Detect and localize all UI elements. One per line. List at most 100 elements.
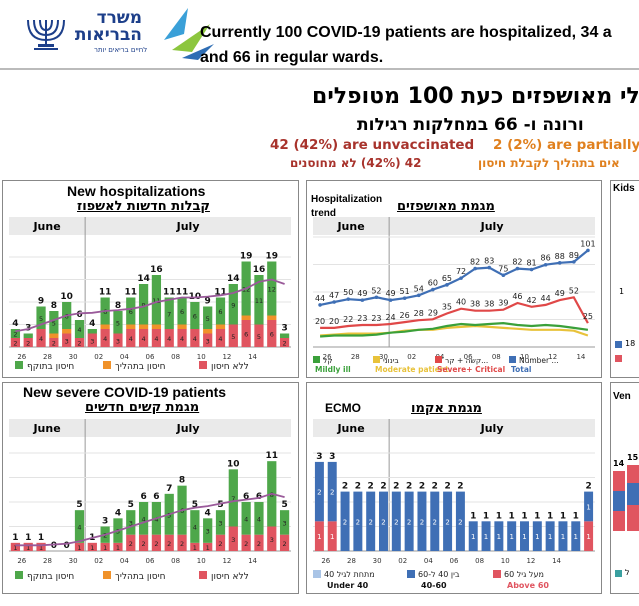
total-point	[572, 260, 576, 264]
bar-segment-value: 4	[154, 335, 158, 343]
total-value-label: 60	[428, 279, 438, 288]
bar-segment-value: 2	[407, 518, 411, 526]
bar-total-label: 8	[115, 301, 121, 311]
bar-segment-value: 3	[129, 519, 133, 527]
unvaccinated-hebrew: 42 (42%) לא מחוסנים	[290, 156, 422, 170]
bar-segment-value: 7	[231, 495, 235, 503]
headline-line-1: Currently 100 COVID-19 patients are hosp…	[200, 24, 612, 41]
total-value-label: 101	[580, 239, 595, 248]
bar-segment-value: 2	[445, 518, 449, 526]
x-tick-label: 02	[398, 557, 407, 565]
legend-swatch	[435, 356, 442, 363]
bar-total-label: 5	[76, 500, 82, 510]
bar-total-label: 6	[153, 492, 159, 502]
bar-segment-value: 1	[548, 533, 552, 541]
bar-segment-value: 3	[206, 337, 210, 345]
bar-segment	[138, 324, 149, 329]
bar-segment	[455, 491, 465, 551]
ventilation-bar-2b	[627, 483, 639, 505]
bar-segment	[87, 329, 97, 334]
legend-label: מעל גיל 60	[504, 570, 544, 579]
x-tick-label: 26	[17, 353, 26, 361]
bar-segment-value: 5	[116, 319, 120, 327]
bar-segment-value: 2	[180, 540, 184, 548]
bar-total-label: 2	[355, 482, 361, 492]
bar-segment	[443, 491, 453, 551]
legend-label: חיסון בתהליך	[115, 362, 166, 372]
bar-segment-value: 1	[13, 544, 17, 552]
bar-segment	[113, 542, 123, 551]
bar-segment-value: 1	[193, 544, 197, 552]
bar-segment	[100, 542, 110, 551]
bar-total-label: 11	[176, 288, 189, 298]
bar-segment	[314, 521, 324, 551]
hosp-trend-title-he: מגמת מאושפזים	[397, 199, 495, 214]
bar-segment	[87, 333, 97, 347]
total-point	[416, 293, 421, 298]
bar-segment	[353, 491, 363, 551]
bar-segment-value: 9	[142, 301, 146, 309]
bar-segment	[532, 521, 542, 551]
legend-label-en: Moderate patient	[375, 365, 449, 374]
x-tick-label: 10	[197, 353, 206, 361]
legend-swatch	[313, 356, 320, 363]
legend-swatch	[15, 361, 23, 369]
legend-label: קל	[323, 356, 333, 365]
partial-hebrew: אים בתהליך לקבלת חיסון	[478, 156, 620, 170]
month-label-june: June	[32, 422, 60, 435]
x-tick-label: 26	[17, 557, 26, 565]
month-label-july: July	[176, 422, 200, 435]
bar-segment-value: 1	[317, 533, 321, 541]
x-tick-label: 14	[248, 557, 257, 565]
bar-segment	[494, 521, 504, 551]
total-point	[529, 267, 534, 272]
severe-value-label: 24	[385, 313, 395, 322]
bar-segment	[10, 329, 21, 338]
bar-total-label: 2	[432, 482, 438, 492]
bar-segment-value: 1	[586, 503, 590, 511]
legend-swatch	[199, 361, 207, 369]
bar-segment	[190, 302, 200, 329]
bar-segment-value: 2	[103, 532, 107, 540]
bar-segment	[228, 284, 238, 325]
x-tick-label: 08	[475, 557, 484, 565]
bar-segment-value: 2	[244, 540, 248, 548]
legend-label: מתחת לגיל 40	[324, 570, 375, 579]
bar-segment	[177, 329, 187, 347]
bar-segment	[177, 324, 187, 329]
x-tick-label: 28	[43, 353, 52, 361]
x-tick-label: 30	[69, 557, 78, 565]
series-line-3	[320, 321, 589, 338]
bar-total-label: 1	[547, 511, 553, 521]
bar-segment	[254, 275, 264, 325]
bar-segment	[10, 542, 21, 551]
severe-value-label: 29	[428, 308, 438, 317]
severe-value-label: 20	[329, 317, 339, 326]
bar-segment	[267, 320, 277, 347]
ventilation-legend-swatch	[615, 570, 622, 577]
month-label-july: July	[176, 220, 200, 233]
bar-segment-value: 1	[574, 533, 578, 541]
bar-segment-value: 4	[103, 335, 107, 343]
bar-segment	[100, 329, 110, 347]
bar-segment	[327, 461, 337, 522]
bar-segment-value: 11	[152, 297, 160, 305]
total-point	[557, 261, 562, 265]
bar-total-label: 0	[64, 541, 70, 551]
bar-segment	[203, 333, 213, 347]
legend-label: בינוני	[383, 356, 399, 365]
bar-segment-value: 1	[497, 533, 501, 541]
x-tick-label: 10	[520, 353, 529, 361]
bar-segment-value: 1	[509, 533, 513, 541]
bar-total-label: 0	[51, 541, 57, 551]
bar-segment-value: 4	[142, 335, 146, 343]
bar-total-label: 6	[140, 492, 146, 502]
severe-value-label: 40	[456, 298, 466, 307]
bar-segment-value: 2	[330, 489, 334, 497]
total-value-label: 72	[456, 267, 466, 276]
bar-total-label: 4	[115, 508, 121, 518]
bar-segment-value: 2	[13, 340, 17, 348]
bar-segment-value: 3	[283, 519, 287, 527]
x-tick-label: 02	[407, 353, 416, 361]
bar-segment	[151, 324, 162, 329]
